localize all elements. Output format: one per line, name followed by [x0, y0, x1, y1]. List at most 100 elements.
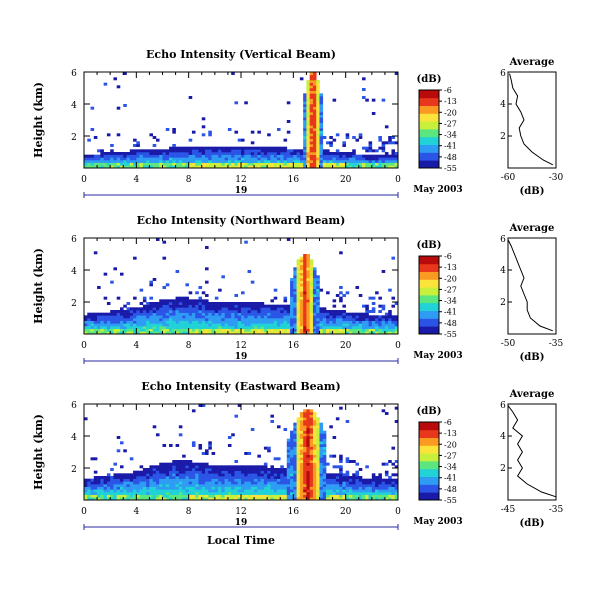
- average-title: Average: [509, 223, 555, 234]
- heatmap-cell: [381, 497, 386, 501]
- heatmap-cell: [270, 323, 275, 327]
- heatmap-cell: [198, 162, 203, 166]
- heatmap-cell: [312, 446, 317, 450]
- heatmap-cell: [257, 130, 261, 134]
- heatmap-cell: [319, 328, 324, 332]
- heatmap-cell: [319, 465, 324, 469]
- colorbar-segment: [419, 156, 439, 159]
- heatmap-cell: [312, 283, 317, 287]
- heatmap-cell: [312, 122, 317, 126]
- heatmap-cell: [319, 422, 324, 426]
- heatmap-cell: [306, 444, 310, 447]
- heatmap-cell: [335, 417, 340, 421]
- heatmap-cell: [316, 468, 320, 471]
- heatmap-cell: [241, 146, 245, 150]
- heatmap-cell: [309, 302, 314, 305]
- colorbar-tick-label: -55: [444, 496, 457, 505]
- heatmap-cell: [250, 476, 255, 479]
- heatmap-cell: [391, 141, 396, 145]
- heatmap-cell: [211, 320, 216, 324]
- heatmap-cell: [375, 157, 379, 161]
- heatmap-cell: [195, 323, 199, 327]
- heatmap-cell: [303, 318, 307, 321]
- heatmap-cell: [303, 299, 307, 303]
- heatmap-cell: [270, 494, 275, 498]
- heatmap-cell: [237, 160, 242, 163]
- heatmap-cell: [299, 444, 304, 447]
- heatmap-cell: [182, 304, 186, 308]
- heatmap-cell: [299, 296, 304, 300]
- heatmap-cell: [312, 331, 317, 335]
- heatmap-cell: [182, 315, 186, 319]
- heatmap-cell: [185, 460, 189, 463]
- heatmap-cell: [129, 320, 134, 324]
- heatmap-cell: [234, 497, 239, 501]
- x-tick-label: 8: [186, 175, 192, 185]
- heatmap-cell: [312, 412, 317, 415]
- heatmap-cell: [142, 165, 147, 169]
- heatmap-cell: [381, 478, 386, 482]
- x-tick-label: 0: [81, 341, 87, 351]
- heatmap-cell: [296, 328, 301, 332]
- heatmap-cell: [280, 154, 284, 158]
- heatmap-cell: [208, 486, 212, 490]
- heatmap-cell: [306, 318, 310, 321]
- heatmap-cell: [283, 478, 288, 482]
- heatmap-cell: [178, 157, 183, 161]
- heatmap-cell: [227, 331, 232, 335]
- heatmap-cell: [119, 331, 124, 335]
- heatmap-cell: [103, 160, 108, 163]
- average-x-tick-label: -50: [501, 339, 516, 349]
- heatmap-cell: [322, 454, 327, 458]
- heatmap-cell: [172, 307, 176, 311]
- heatmap-cell: [273, 470, 278, 474]
- heatmap-cell: [293, 422, 297, 426]
- heatmap-cell: [113, 462, 118, 466]
- heatmap-cell: [388, 160, 392, 163]
- heatmap-cell: [116, 310, 121, 313]
- heatmap-cell: [309, 473, 314, 477]
- heatmap-cell: [149, 304, 153, 308]
- heatmap-cell: [159, 323, 163, 327]
- heatmap-cell: [260, 157, 265, 161]
- heatmap-cell: [146, 476, 150, 479]
- heatmap-cell: [355, 320, 360, 324]
- heatmap-cell: [290, 323, 294, 327]
- heatmap-cell: [175, 307, 180, 311]
- heatmap-cell: [293, 318, 297, 321]
- heatmap-cell: [391, 256, 396, 260]
- heatmap-cell: [290, 468, 294, 471]
- heatmap-cell: [296, 262, 301, 265]
- heatmap-cell: [303, 433, 307, 437]
- heatmap-cell: [322, 468, 327, 471]
- heatmap-cell: [218, 154, 222, 158]
- heatmap-cell: [306, 278, 310, 281]
- heatmap-cell: [348, 323, 353, 327]
- heatmap-cell: [119, 323, 124, 327]
- heatmap-cell: [309, 262, 314, 265]
- heatmap-cell: [205, 312, 209, 316]
- heatmap-cell: [394, 486, 399, 490]
- heatmap-cell: [191, 409, 196, 413]
- heatmap-cell: [391, 484, 396, 487]
- heatmap-cell: [178, 326, 183, 329]
- heatmap-cell: [312, 162, 317, 166]
- heatmap-cell: [276, 331, 281, 335]
- heatmap-cell: [218, 497, 222, 501]
- heatmap-cell: [247, 154, 252, 158]
- heatmap-cell: [296, 430, 301, 434]
- heatmap-cell: [378, 154, 382, 158]
- heatmap-cell: [106, 331, 111, 335]
- heatmap-cell: [169, 154, 173, 158]
- heatmap-cell: [378, 315, 382, 319]
- heatmap-cell: [316, 417, 320, 421]
- heatmap-cell: [365, 165, 369, 169]
- heatmap-cell: [241, 138, 245, 142]
- heatmap-cell: [185, 473, 189, 477]
- heatmap-cell: [224, 312, 229, 316]
- heatmap-cell: [358, 323, 363, 327]
- heatmap-cell: [159, 154, 163, 158]
- heatmap-cell: [257, 315, 261, 319]
- heatmap-cell: [169, 326, 173, 329]
- heatmap-cell: [227, 468, 232, 471]
